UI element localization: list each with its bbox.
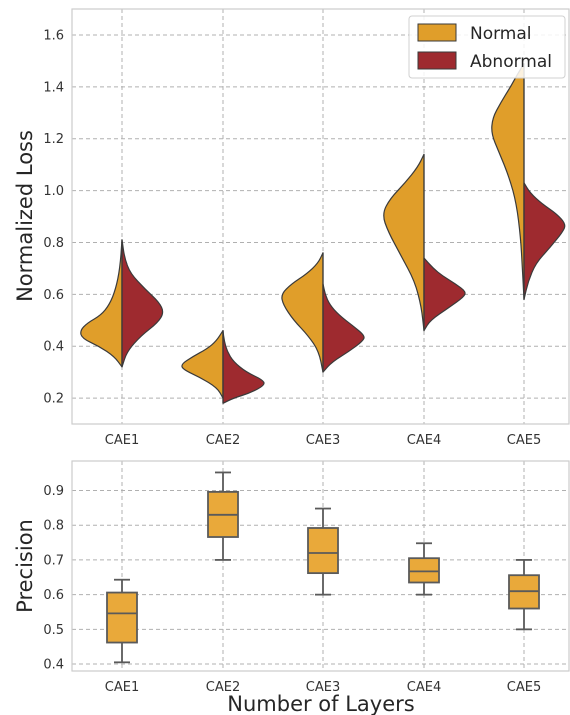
legend-swatch-abnormal bbox=[417, 51, 457, 70]
violin-y-tick-label: 1.2 bbox=[43, 132, 64, 147]
violin-y-tick-label: 1.4 bbox=[43, 80, 64, 95]
box-iqr bbox=[106, 591, 138, 644]
legend: Normal Abnormal bbox=[408, 15, 566, 79]
violin-abnormal-cae1 bbox=[121, 239, 164, 368]
box-x-tick-label: CAE2 bbox=[206, 680, 240, 695]
violin-normal-cae2 bbox=[181, 330, 224, 399]
box-y-tick-label: 0.7 bbox=[43, 553, 64, 568]
legend-swatch-normal bbox=[417, 23, 457, 42]
box-x-ticks: CAE1 CAE2 CAE3 CAE4 CAE5 bbox=[105, 680, 541, 695]
box-y-tick-label: 0.4 bbox=[43, 658, 64, 673]
legend-label-normal: Normal bbox=[470, 24, 532, 44]
box-cae1 bbox=[106, 578, 138, 664]
violin-x-tick-label: CAE1 bbox=[105, 433, 139, 448]
violin-x-tick-label: CAE2 bbox=[206, 433, 240, 448]
violin-y-tick-label: 0.4 bbox=[43, 340, 64, 355]
violin-normal-cae3 bbox=[281, 252, 324, 373]
box-x-tick-label: CAE5 bbox=[507, 680, 541, 695]
box-cae3 bbox=[307, 507, 339, 596]
box-y-tick-label: 0.5 bbox=[43, 623, 64, 638]
box-x-tick-label: CAE1 bbox=[105, 680, 139, 695]
box-cae2 bbox=[207, 471, 239, 561]
violin-marks bbox=[80, 62, 566, 404]
violin-y-tick-label: 0.8 bbox=[43, 236, 64, 251]
violin-panel: 0.20.40.60.81.01.21.41.6 CAE1 CAE2 CAE3 CAE… bbox=[13, 8, 570, 448]
box-axes-frame bbox=[71, 460, 570, 672]
box-iqr bbox=[408, 557, 440, 584]
box-cae5 bbox=[508, 559, 540, 631]
violin-x-ticks: CAE1 CAE2 CAE3 CAE4 CAE5 bbox=[105, 433, 541, 448]
box-y-axis-label: Precision bbox=[13, 519, 37, 613]
violin-y-tick-label: 1.6 bbox=[43, 28, 64, 43]
violin-normal-cae1 bbox=[80, 239, 123, 368]
violin-abnormal-cae3 bbox=[322, 283, 365, 373]
box-x-axis-label: Number of Layers bbox=[227, 692, 414, 715]
box-cae4 bbox=[408, 542, 440, 596]
violin-normal-cae5 bbox=[491, 62, 525, 301]
box-iqr bbox=[307, 527, 339, 575]
violin-abnormal-cae2 bbox=[222, 330, 265, 404]
violin-abnormal-cae5 bbox=[523, 182, 566, 301]
box-y-tick-label: 0.8 bbox=[43, 519, 64, 534]
box-panel: 0.40.50.60.70.80.9 CAE1 CAE2 CAE3 CAE4 CAE5 … bbox=[13, 460, 570, 715]
box-x-tick-label: CAE4 bbox=[407, 680, 441, 695]
violin-y-axis-label: Normalized Loss bbox=[13, 130, 37, 302]
violin-x-tick-label: CAE4 bbox=[407, 433, 441, 448]
violin-normal-cae4 bbox=[383, 153, 425, 332]
violin-y-tick-label: 0.2 bbox=[43, 392, 64, 407]
box-y-ticks: 0.4 0.5 0.6 0.7 0.8 0.9 bbox=[43, 484, 64, 673]
box-y-tick-label: 0.9 bbox=[43, 484, 64, 499]
violin-y-tick-label: 0.6 bbox=[43, 288, 64, 303]
violin-x-tick-label: CAE3 bbox=[306, 433, 340, 448]
violin-abnormal-cae4 bbox=[423, 257, 466, 332]
violin-axes-frame bbox=[71, 8, 570, 425]
violin-y-tick-label: 1.0 bbox=[43, 184, 64, 199]
violin-x-tick-label: CAE5 bbox=[507, 433, 541, 448]
box-marks bbox=[106, 471, 540, 664]
violin-y-ticks: 0.2 0.4 0.6 0.8 1.0 1.2 1.4 1.6 bbox=[43, 28, 64, 406]
legend-label-abnormal: Abnormal bbox=[470, 52, 552, 72]
box-x-tick-label: CAE3 bbox=[306, 680, 340, 695]
box-y-tick-label: 0.6 bbox=[43, 588, 64, 603]
